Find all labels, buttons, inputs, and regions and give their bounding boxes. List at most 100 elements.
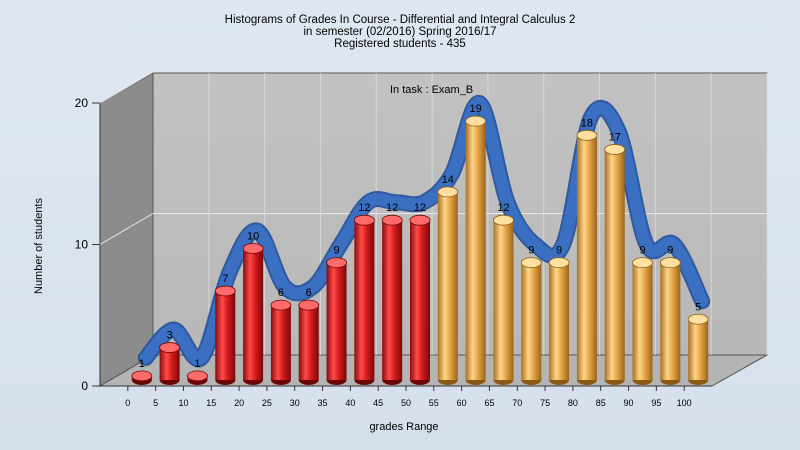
bar-top (381, 214, 403, 226)
x-tick-label: 55 (429, 398, 439, 408)
bar-value-label: 9 (528, 245, 534, 257)
bar-group (437, 186, 459, 385)
bar (354, 220, 375, 380)
bar-group (214, 285, 236, 385)
bar-value-label: 12 (358, 202, 370, 214)
chart-title-line-3: Registered students - 435 (334, 38, 466, 50)
bar-value-label: 6 (278, 287, 284, 299)
bar-value-label: 9 (333, 245, 339, 257)
bar (632, 262, 653, 380)
bar-top (326, 257, 347, 269)
x-tick-label: 15 (206, 398, 216, 408)
y-tick-labels: 0 10 20 (75, 96, 100, 393)
bar-top (409, 214, 431, 226)
bar-group (381, 214, 403, 385)
bar (270, 305, 291, 380)
bar-top (437, 186, 459, 198)
bar-value-label: 17 (609, 131, 621, 143)
x-tick-label: 70 (512, 398, 522, 408)
bar-top (298, 299, 320, 311)
grid-line-left-10 (99, 213, 154, 245)
bar (521, 262, 542, 380)
grid-line-left-20 (99, 71, 154, 104)
x-tick-label: 65 (484, 398, 494, 408)
x-tick-label: 30 (290, 398, 300, 408)
bar-group (409, 214, 431, 385)
bar-top (659, 257, 681, 269)
bar-group (465, 115, 487, 385)
x-tick-label: 90 (624, 398, 634, 408)
bar (437, 191, 458, 380)
bar-group (131, 370, 153, 385)
x-tick-label: 5 (153, 398, 158, 408)
bar (243, 248, 264, 380)
bar-group (659, 257, 681, 385)
bar-group (687, 313, 709, 385)
x-tick-label: 40 (345, 398, 355, 408)
bar-value-label: 1 (194, 358, 200, 370)
x-tick-label: 35 (318, 398, 328, 408)
bar-group (548, 257, 570, 385)
bar (660, 262, 681, 380)
x-tick-label: 25 (262, 398, 272, 408)
bar-top (687, 313, 709, 325)
x-tick-label: 60 (457, 398, 467, 408)
bar (576, 135, 597, 380)
x-tick-label: 95 (651, 398, 661, 408)
bar-top (187, 370, 208, 382)
bar-top (604, 144, 626, 155)
bar (215, 290, 236, 380)
bar (298, 305, 319, 380)
bar-group (632, 257, 653, 385)
bar-value-label: 7 (222, 273, 228, 285)
chart-title-line-2: in semester (02/2016) Spring 2016/17 (303, 26, 496, 38)
bar-value-label: 5 (695, 301, 701, 313)
x-tick-label: 75 (540, 398, 550, 408)
bars (131, 115, 709, 385)
bar-top (632, 257, 653, 269)
bar-value-label: 9 (556, 245, 562, 257)
bar (465, 121, 486, 381)
x-tick-label: 50 (401, 398, 411, 408)
bar-value-label: 12 (414, 202, 426, 214)
x-tick-labels: 0 5 10 15 20 25 30 35 40 45 50 55 60 65 70 75 80 85 90 95 10… (125, 386, 692, 408)
y-tick-label: 0 (81, 379, 88, 393)
y-axis-label: Number of students (33, 198, 45, 294)
x-tick-label: 80 (568, 398, 578, 408)
x-tick-label: 85 (596, 398, 606, 408)
y-tick-label: 10 (75, 238, 89, 252)
grid-lines (99, 71, 768, 355)
bar-top (465, 115, 487, 127)
bar-top (353, 214, 375, 226)
bar-value-label: 9 (639, 245, 645, 257)
bar-top (270, 299, 292, 311)
bar-value-label: 3 (167, 330, 173, 342)
bar (410, 220, 430, 380)
bar-value-label: 18 (581, 117, 593, 129)
chart-title-line-1: Histograms of Grades In Course - Differe… (225, 14, 576, 26)
bar-group (493, 214, 514, 385)
bar-top (548, 257, 570, 269)
bar-group (353, 214, 375, 385)
x-tick-label: 0 (125, 398, 130, 408)
bar (159, 347, 180, 380)
bar-value-label: 1 (139, 358, 145, 370)
bar-group (298, 299, 320, 385)
bar-top (520, 257, 542, 269)
bar-value-label: 10 (247, 231, 259, 243)
bar-top (576, 129, 598, 141)
bar (549, 262, 570, 380)
bar-group (270, 299, 292, 385)
x-tick-label: 10 (178, 398, 188, 408)
bar-group (326, 257, 347, 385)
bar (326, 262, 347, 380)
bar-top (131, 370, 153, 382)
bar (493, 220, 514, 380)
x-tick-label: 100 (677, 398, 692, 408)
bar-value-label: 12 (497, 202, 509, 214)
task-annotation: In task : Exam_B (390, 84, 473, 96)
bar-group (187, 370, 208, 385)
